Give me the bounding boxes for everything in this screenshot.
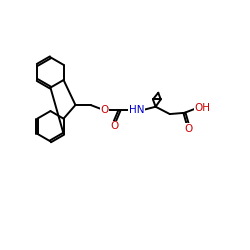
Text: HN: HN <box>129 106 144 116</box>
Text: OH: OH <box>194 103 210 113</box>
Text: O: O <box>101 106 109 116</box>
Text: O: O <box>184 124 192 134</box>
Text: O: O <box>110 121 118 131</box>
